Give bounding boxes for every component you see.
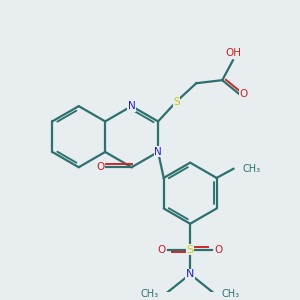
Text: S: S <box>187 245 194 255</box>
Text: CH₃: CH₃ <box>243 164 261 174</box>
Text: OH: OH <box>225 48 241 58</box>
Text: O: O <box>96 162 105 172</box>
Text: O: O <box>214 245 223 255</box>
Text: N: N <box>154 147 162 157</box>
Text: CH₃: CH₃ <box>221 289 239 299</box>
Text: CH₃: CH₃ <box>141 289 159 299</box>
Text: O: O <box>240 89 248 99</box>
Text: S: S <box>173 97 180 106</box>
Text: O: O <box>158 245 166 255</box>
Text: N: N <box>128 101 136 111</box>
Text: N: N <box>186 269 194 279</box>
